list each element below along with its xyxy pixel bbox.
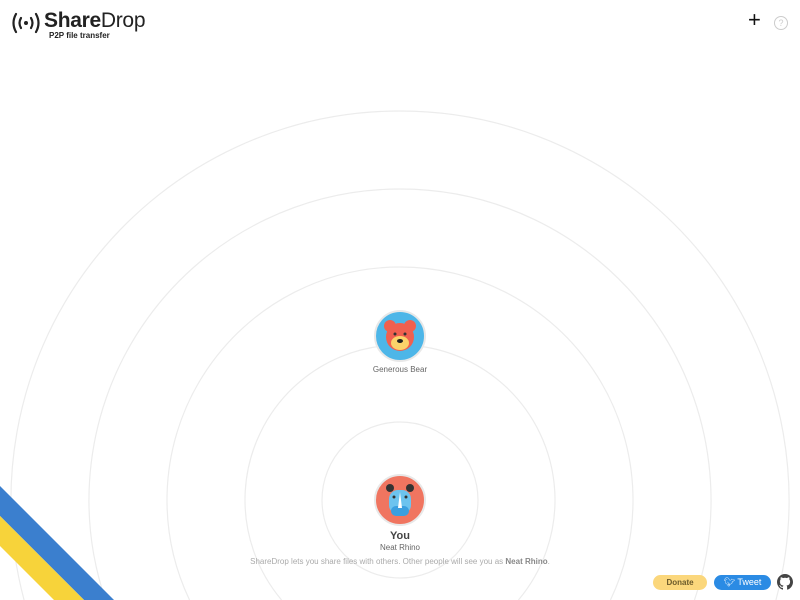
rhino-avatar	[374, 474, 426, 526]
peer-name: Generous Bear	[372, 365, 428, 374]
self-peer: You Neat Rhino	[300, 474, 500, 552]
broadcast-icon	[12, 12, 40, 34]
tagline: P2P file transfer	[49, 31, 110, 40]
ring	[166, 266, 634, 600]
self-name: Neat Rhino	[379, 543, 421, 552]
ring	[88, 188, 712, 600]
ring	[321, 421, 479, 579]
ring	[10, 110, 790, 600]
info-text: ShareDrop lets you share files with othe…	[250, 557, 550, 566]
logo: ShareDrop P2P file transfer	[11, 9, 146, 40]
donate-button[interactable]: Donate	[653, 575, 707, 590]
peer-generous-bear[interactable]: Generous Bear	[300, 310, 500, 374]
help-button[interactable]: ?	[774, 16, 788, 30]
plus-icon[interactable]: +	[748, 7, 761, 32]
github-icon[interactable]	[777, 574, 793, 590]
twitter-icon: 🐦︎	[723, 577, 736, 587]
you-label: You	[390, 530, 410, 542]
tweet-button[interactable]: 🐦︎ Tweet	[714, 575, 771, 590]
brand-name: ShareDrop	[44, 9, 146, 32]
bear-avatar	[374, 310, 426, 362]
